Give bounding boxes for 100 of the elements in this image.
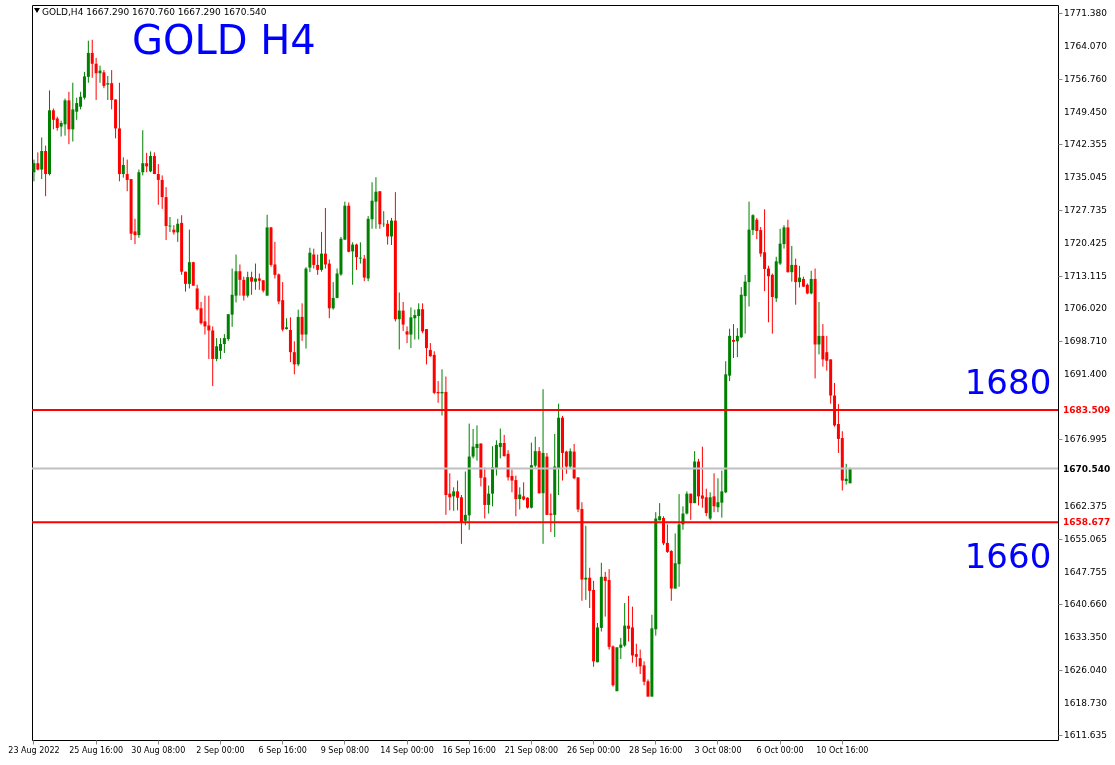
x-tick-label: 2 Sep 00:00 — [196, 745, 245, 755]
candlestick — [386, 219, 390, 246]
candlestick — [63, 98, 67, 137]
y-tick-label: 1756.760 — [1064, 73, 1108, 84]
candlestick — [71, 82, 75, 143]
candlestick — [51, 108, 55, 130]
ref-line-label: 1658.677 — [1063, 517, 1111, 528]
candlestick — [250, 271, 254, 296]
candlestick — [731, 323, 735, 359]
candlestick — [401, 301, 405, 332]
candlestick — [176, 218, 180, 243]
candlestick — [207, 295, 211, 360]
candlestick — [145, 152, 149, 173]
y-tick-label: 1691.400 — [1064, 369, 1108, 380]
y-tick-label: 1640.660 — [1064, 598, 1108, 609]
candlestick — [331, 281, 335, 311]
candlestick — [106, 75, 110, 101]
y-tick-label: 1727.735 — [1064, 205, 1107, 216]
candlestick — [44, 145, 48, 197]
candlestick — [355, 243, 359, 271]
candlestick — [790, 245, 794, 283]
y-tick-label: 1720.425 — [1064, 238, 1107, 249]
candlestick — [623, 602, 627, 648]
candlestick — [708, 491, 712, 521]
candlestick — [285, 317, 289, 331]
candlestick — [187, 229, 191, 289]
candlestick — [246, 271, 250, 298]
ref-line-label: 1670.540 — [1063, 463, 1111, 474]
candlestick — [253, 263, 257, 291]
candlestick — [794, 258, 798, 306]
x-tick-label: 23 Aug 2022 — [8, 745, 60, 755]
y-tick-label: 1618.730 — [1064, 697, 1108, 708]
chart-title: GOLD H4 — [132, 17, 316, 63]
ref-line-label: 1683.509 — [1063, 404, 1111, 415]
candlestick — [463, 470, 467, 526]
y-tick-label: 1647.755 — [1064, 566, 1107, 577]
candlestick — [487, 485, 491, 515]
x-tick-label: 21 Sep 08:00 — [504, 745, 559, 755]
y-tick-label: 1713.115 — [1064, 271, 1107, 282]
candlestick — [821, 323, 825, 368]
candlestick — [102, 69, 106, 89]
x-tick-label: 3 Oct 08:00 — [694, 745, 742, 755]
candlestick — [766, 265, 770, 323]
candlestick — [704, 488, 708, 517]
y-tick-label: 1764.070 — [1064, 40, 1108, 51]
candlestick — [203, 295, 207, 336]
x-tick-label: 6 Oct 00:00 — [756, 745, 804, 755]
x-tick-label: 28 Sep 16:00 — [629, 745, 683, 755]
candlestick — [40, 136, 44, 180]
y-tick-label: 1611.635 — [1064, 729, 1107, 740]
x-tick-label: 6 Sep 16:00 — [258, 745, 307, 755]
y-tick-label: 1749.450 — [1064, 106, 1108, 117]
candlestick — [409, 306, 413, 349]
y-tick-label: 1706.020 — [1064, 303, 1108, 314]
candlestick — [584, 525, 588, 601]
x-tick-label: 30 Aug 08:00 — [131, 745, 186, 755]
candlestick — [320, 231, 324, 273]
candlestick — [288, 316, 292, 363]
candlestick — [362, 254, 366, 282]
candlestick — [770, 273, 774, 335]
y-tick-label: 1662.375 — [1064, 500, 1107, 511]
x-tick-label: 9 Sep 08:00 — [320, 745, 370, 755]
candlestick — [374, 176, 378, 230]
candlestick — [358, 241, 362, 265]
candlestick — [316, 254, 320, 276]
y-tick-label: 1633.350 — [1064, 631, 1108, 642]
y-tick-label: 1735.045 — [1064, 172, 1107, 183]
candlestick — [292, 340, 296, 375]
candlestick — [405, 325, 409, 344]
candlestick — [238, 263, 242, 297]
y-tick-label: 1771.380 — [1064, 7, 1108, 18]
candlestick — [452, 486, 456, 512]
chart-subtitle: GOLD,H4 1667.290 1670.760 1667.290 1670.540 — [42, 7, 267, 17]
candlestick — [215, 337, 219, 362]
y-tick-label: 1698.710 — [1064, 336, 1108, 347]
candlestick — [763, 208, 767, 292]
candlestick — [312, 248, 316, 270]
x-tick-label: 25 Aug 16:00 — [69, 745, 124, 755]
annotation: 1660 — [964, 536, 1052, 576]
y-tick-label: 1742.355 — [1064, 138, 1107, 149]
candlestick — [121, 156, 125, 179]
candlestick — [475, 424, 479, 462]
candlestick — [809, 270, 813, 295]
x-tick-label: 16 Sep 16:00 — [442, 745, 496, 755]
candlestick — [323, 207, 327, 270]
annotation: 1680 — [964, 362, 1052, 402]
candlestick — [397, 291, 401, 350]
y-tick-label: 1626.040 — [1064, 664, 1108, 675]
candlestick — [568, 447, 572, 470]
candlestick — [417, 302, 421, 340]
candlestick — [94, 57, 98, 101]
candlestick — [300, 302, 304, 342]
x-tick-label: 10 Oct 16:00 — [816, 745, 869, 755]
candlestick — [712, 472, 716, 513]
y-tick-label: 1655.065 — [1064, 533, 1107, 544]
candlestick — [218, 337, 222, 360]
candlestick — [817, 301, 821, 355]
x-tick-label: 26 Sep 00:00 — [566, 745, 621, 755]
y-tick-label: 1676.995 — [1064, 434, 1107, 445]
candlestick — [716, 477, 720, 513]
